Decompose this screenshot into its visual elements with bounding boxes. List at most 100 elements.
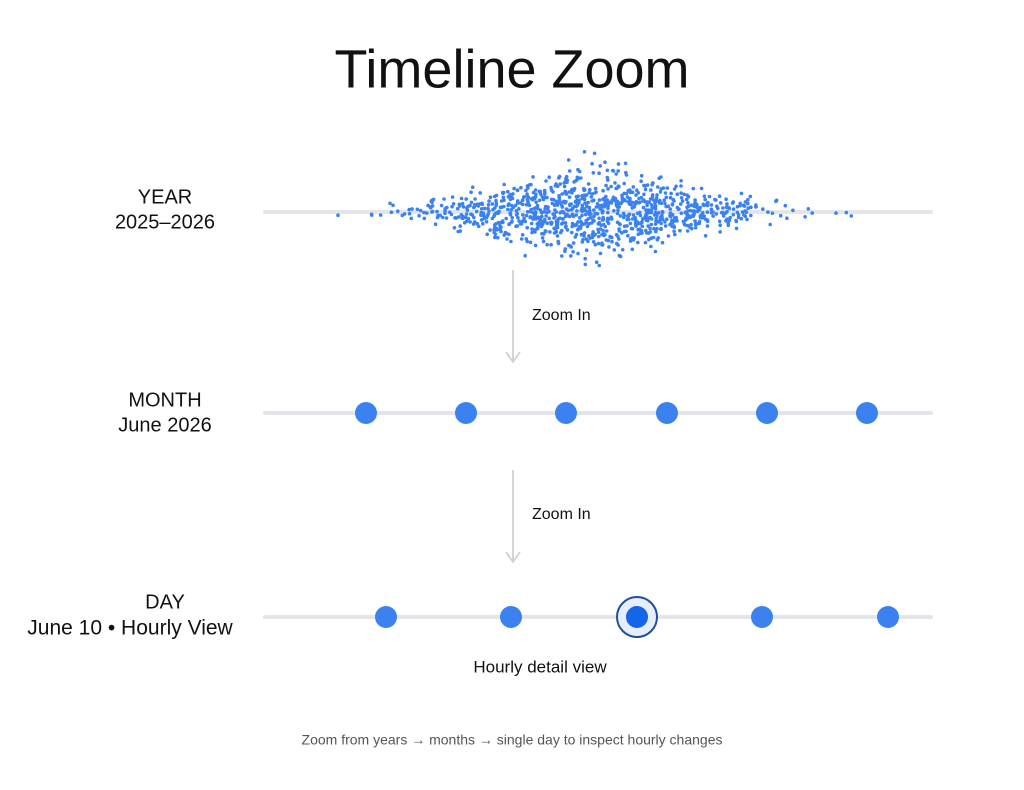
event-dot — [700, 211, 705, 215]
event-dot — [587, 205, 592, 210]
event-dot — [560, 222, 564, 226]
event-dot — [459, 196, 464, 201]
event-dot — [770, 211, 775, 216]
event-dot — [636, 191, 641, 195]
event-dot — [672, 229, 676, 234]
event-dot — [693, 226, 698, 230]
event-dot — [703, 234, 708, 238]
event-dot — [670, 203, 675, 207]
event-dot — [507, 222, 511, 227]
event-dot — [638, 213, 643, 218]
event-dot — [486, 212, 491, 216]
event-dot — [662, 198, 666, 202]
event-dot — [659, 216, 663, 220]
event-dot — [534, 217, 538, 221]
event-dot — [632, 236, 636, 240]
event-dot — [590, 221, 594, 225]
event-dot — [620, 248, 625, 252]
event-dot — [651, 181, 655, 185]
marker — [500, 606, 522, 628]
event-dot — [538, 216, 542, 220]
event-dot — [642, 183, 646, 188]
event-dot — [597, 198, 602, 202]
event-dot — [606, 238, 611, 243]
event-dot — [517, 207, 521, 211]
event-dot — [604, 183, 608, 188]
event-dot — [574, 213, 578, 217]
level-name: YEAR — [138, 186, 192, 208]
event-dot — [749, 213, 753, 218]
event-dot — [430, 198, 434, 203]
event-dot — [653, 204, 658, 208]
event-dot — [778, 213, 783, 218]
event-dot — [556, 241, 561, 246]
event-dot — [407, 207, 412, 212]
event-dot — [514, 209, 519, 213]
event-dot — [554, 199, 559, 204]
event-dot — [549, 220, 553, 225]
event-dot — [645, 183, 650, 187]
event-dot — [552, 203, 557, 207]
event-dot — [592, 151, 597, 156]
event-dot — [660, 210, 665, 214]
event-dot — [552, 231, 557, 235]
event-dot — [455, 206, 460, 211]
event-dot — [634, 193, 638, 197]
event-dot — [502, 182, 507, 187]
event-dot — [505, 237, 509, 241]
event-dot — [557, 197, 562, 202]
event-dot — [545, 221, 549, 225]
event-dot — [615, 211, 620, 216]
event-dot — [678, 228, 682, 233]
event-dot — [479, 213, 483, 217]
event-dot — [558, 182, 562, 186]
event-dot — [472, 205, 476, 210]
event-dot — [481, 221, 485, 226]
event-dot — [426, 203, 430, 208]
event-dot — [604, 229, 609, 233]
event-dot — [452, 226, 457, 230]
event-dot — [597, 263, 601, 268]
event-dot — [336, 213, 340, 217]
event-dot — [601, 197, 605, 202]
event-dot — [587, 191, 591, 195]
event-dot — [571, 214, 576, 219]
event-dot — [668, 213, 672, 218]
event-dot — [668, 195, 673, 200]
event-dot — [692, 209, 696, 213]
event-dot — [644, 217, 649, 222]
event-dot — [528, 240, 533, 245]
event-dot — [460, 201, 465, 206]
event-dot — [564, 192, 569, 196]
event-dot — [474, 209, 479, 214]
event-dot — [666, 234, 671, 238]
event-dot — [531, 196, 536, 200]
event-dot — [442, 197, 446, 201]
event-dot — [596, 227, 600, 232]
event-dot — [693, 219, 697, 223]
event-dot — [624, 170, 628, 175]
month-markers — [355, 402, 878, 424]
event-dot — [560, 254, 564, 258]
event-dot — [638, 200, 642, 204]
event-dot — [609, 201, 614, 205]
event-dot — [806, 207, 811, 211]
event-dot — [450, 204, 454, 209]
event-dot — [494, 201, 499, 206]
event-dot — [445, 205, 449, 210]
event-dot — [590, 192, 594, 196]
event-dot — [575, 198, 580, 203]
event-dot — [433, 222, 438, 226]
event-dot — [492, 223, 497, 227]
event-dot — [606, 216, 610, 221]
event-dot — [655, 226, 659, 231]
event-dot — [663, 201, 667, 206]
event-dot — [719, 210, 724, 215]
event-dot — [689, 203, 694, 207]
zoom-label: Zoom In — [532, 307, 591, 324]
event-dot — [547, 175, 551, 179]
event-dot — [541, 239, 546, 244]
event-dot — [681, 219, 686, 224]
event-dot — [582, 150, 587, 154]
